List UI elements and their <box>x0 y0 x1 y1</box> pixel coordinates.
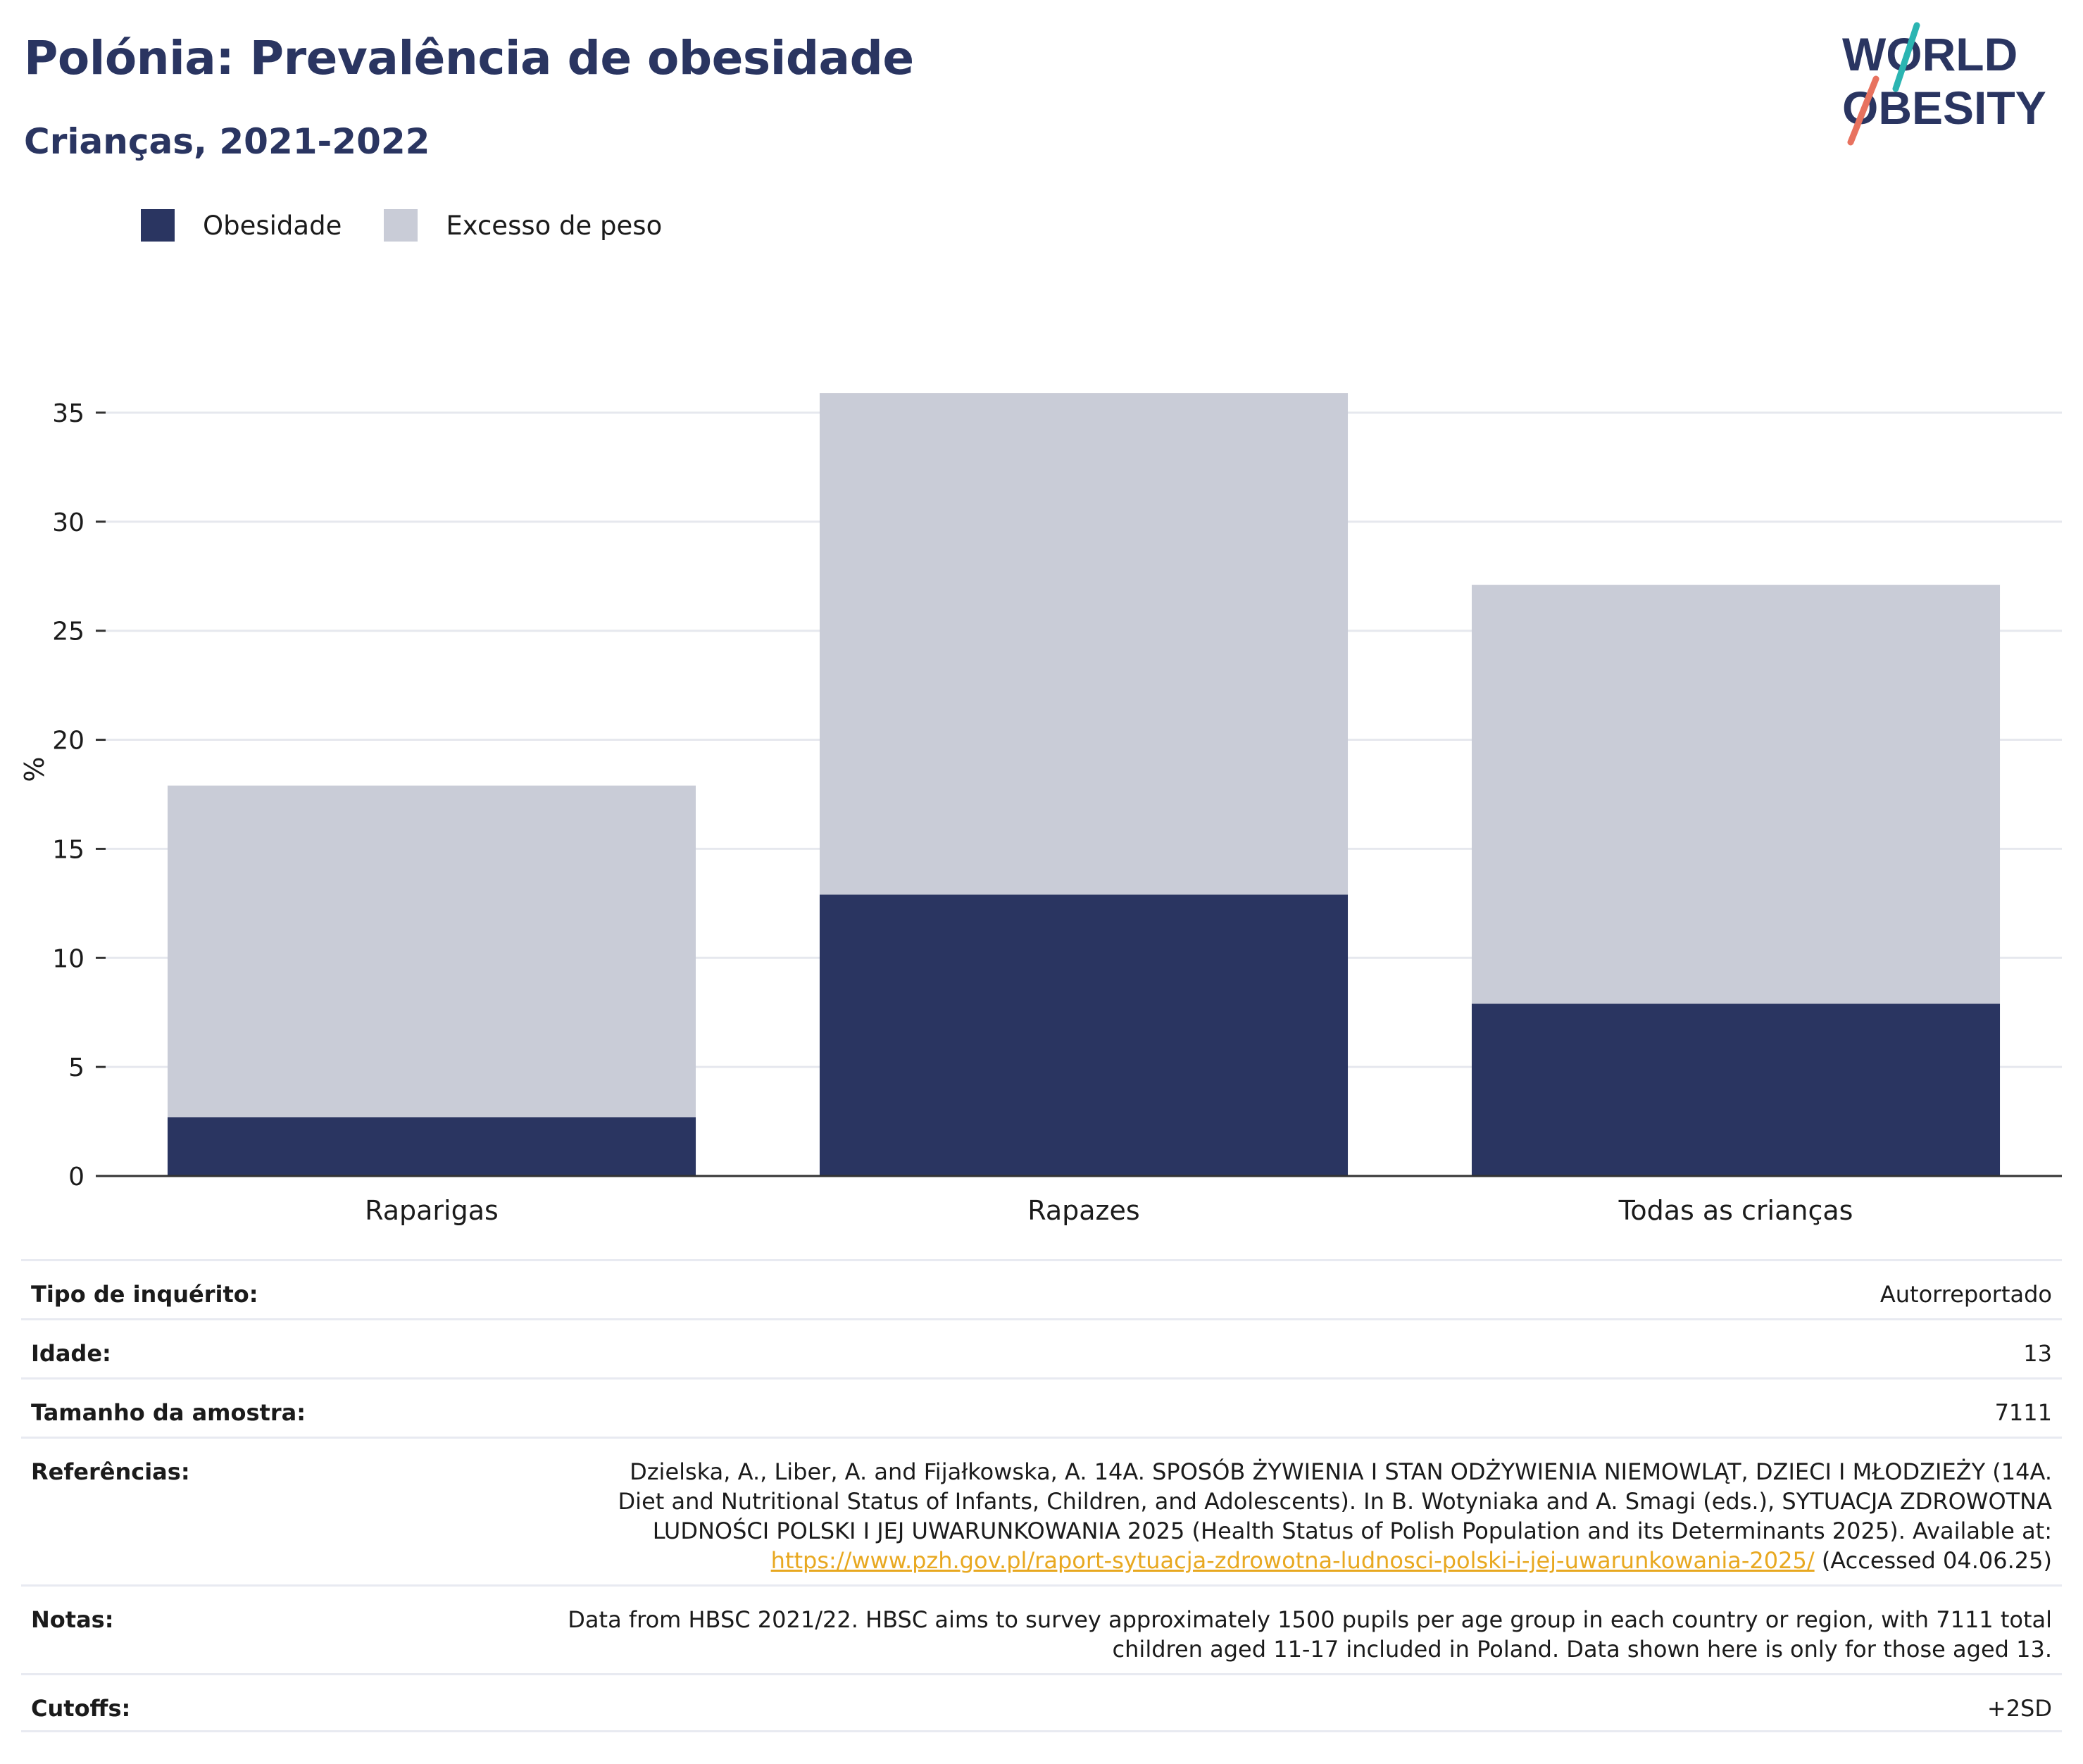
y-tick-label: 30 <box>52 508 85 537</box>
survey-type-value: Autorreportado <box>1879 1281 2052 1308</box>
info-row-cutoffs: Cutoffs: +2SD <box>21 1673 2062 1732</box>
x-tick-label: Raparigas <box>365 1195 499 1226</box>
cutoffs-value: +2SD <box>1987 1695 2052 1722</box>
references-line2: Diet and Nutritional Status of Infants, … <box>618 1488 2052 1515</box>
references-accessed: (Accessed 04.06.25) <box>1814 1547 2052 1574</box>
legend-item-overweight[interactable]: Excesso de peso <box>384 209 662 242</box>
logo-coral-slash <box>1847 75 1879 146</box>
info-row-references: Referências: Dzielska, A., Liber, A. and… <box>21 1437 2062 1584</box>
info-row-age: Idade: 13 <box>21 1318 2062 1377</box>
legend-swatch-obesity <box>141 209 175 242</box>
y-tick-label: 20 <box>52 727 85 756</box>
bar-obesity <box>819 894 1349 1176</box>
info-row-survey-type: Tipo de inquérito: Autorreportado <box>21 1259 2062 1318</box>
survey-type-label: Tipo de inquérito: <box>31 1281 258 1308</box>
world-obesity-logo: WORLD OBESITY <box>1842 22 2046 146</box>
sample-size-label: Tamanho da amostra: <box>31 1399 306 1426</box>
info-row-sample-size: Tamanho da amostra: 7111 <box>21 1377 2062 1437</box>
bar-obesity <box>167 1117 696 1176</box>
y-tick-label: 5 <box>68 1053 85 1082</box>
bars <box>167 393 2001 1176</box>
logo-line1: WORLD <box>1842 28 2018 80</box>
y-axis-label: % <box>19 756 50 782</box>
y-tick-label: 0 <box>68 1163 85 1191</box>
bar-overweight <box>1471 584 2001 1004</box>
y-tick-label: 10 <box>52 944 85 973</box>
age-label: Idade: <box>31 1340 111 1367</box>
chart-subtitle: Crianças, 2021-2022 <box>24 121 430 162</box>
references-line1: Dzielska, A., Liber, A. and Fijałkowska,… <box>630 1458 2052 1485</box>
references-line3: LUDNOŚCI POLSKI I JEJ UWARUNKOWANIA 2025… <box>652 1518 2052 1544</box>
legend-swatch-overweight <box>384 209 418 242</box>
notes-label: Notas: <box>31 1606 114 1633</box>
x-tick-label: Rapazes <box>1027 1195 1139 1226</box>
bar-chart: 0 5 10 15 20 25 30 35 Raparigas Rapazes Todas as … <box>19 393 2062 1226</box>
info-row-notes: Notas: Data from HBSC 2021/22. HBSC aims… <box>21 1584 2062 1673</box>
age-value: 13 <box>2023 1340 2052 1367</box>
y-tick-label: 35 <box>52 399 85 428</box>
bar-obesity <box>1471 1003 2001 1176</box>
chart-title: Polónia: Prevalência de obesidade <box>24 31 914 85</box>
bar-overweight <box>167 785 696 1118</box>
legend-label-overweight: Excesso de peso <box>446 210 663 241</box>
info-table: Tipo de inquérito: Autorreportado Idade:… <box>21 1259 2062 1732</box>
x-ticks: Raparigas Rapazes Todas as crianças <box>365 1195 1853 1226</box>
logo-line2: OBESITY <box>1842 82 2046 134</box>
y-tick-label: 25 <box>52 618 85 646</box>
legend-label-obesity: Obesidade <box>203 210 342 241</box>
notes-value: Data from HBSC 2021/22. HBSC aims to sur… <box>568 1605 2052 1664</box>
logo-teal-slash <box>1892 22 1920 92</box>
notes-line2: children aged 11-17 included in Poland. … <box>1112 1636 2052 1663</box>
references-link[interactable]: https://www.pzh.gov.pl/raport-sytuacja-z… <box>770 1547 1815 1574</box>
references-value: Dzielska, A., Liber, A. and Fijałkowska,… <box>618 1457 2052 1575</box>
sample-size-value: 7111 <box>1994 1399 2052 1426</box>
notes-line1: Data from HBSC 2021/22. HBSC aims to sur… <box>568 1606 2052 1633</box>
references-label: Referências: <box>31 1458 190 1485</box>
legend-item-obesity[interactable]: Obesidade <box>141 209 342 242</box>
x-tick-label: Todas as crianças <box>1618 1195 1853 1226</box>
y-tick-label: 15 <box>52 835 85 864</box>
cutoffs-label: Cutoffs: <box>31 1695 131 1722</box>
y-ticks: 0 5 10 15 20 25 30 35 <box>52 399 106 1191</box>
bar-overweight <box>819 393 1349 895</box>
legend: Obesidade Excesso de peso <box>141 209 704 242</box>
